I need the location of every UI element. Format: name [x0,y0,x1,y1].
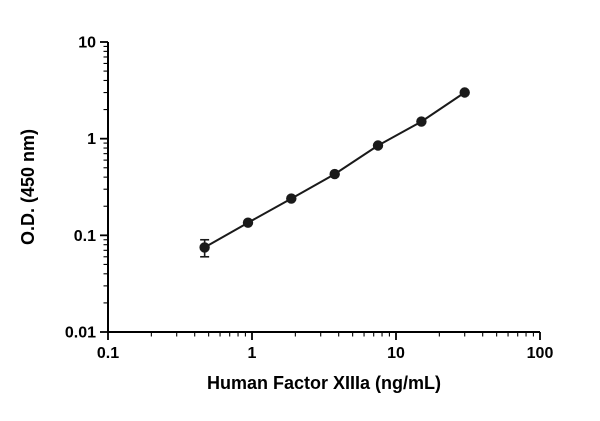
y-tick-label: 0.1 [74,228,96,245]
data-point [199,242,210,253]
y-tick-label: 0.01 [65,325,96,342]
y-tick-label: 1 [87,131,96,148]
data-point [329,168,340,180]
data-point [286,193,297,204]
y-axis-title: O.D. (450 nm) [18,129,38,245]
x-tick-label: 1 [248,345,257,362]
data-point [459,87,470,98]
x-axis-title: Human Factor XIIIa (ng/mL) [207,373,441,393]
x-tick-label: 0.1 [97,345,119,362]
data-point [242,217,254,228]
x-tick-label: 100 [527,345,554,362]
data-point [416,116,427,127]
data-point [372,140,384,151]
y-tick-label: 10 [78,35,96,52]
x-tick-label: 10 [387,345,405,362]
